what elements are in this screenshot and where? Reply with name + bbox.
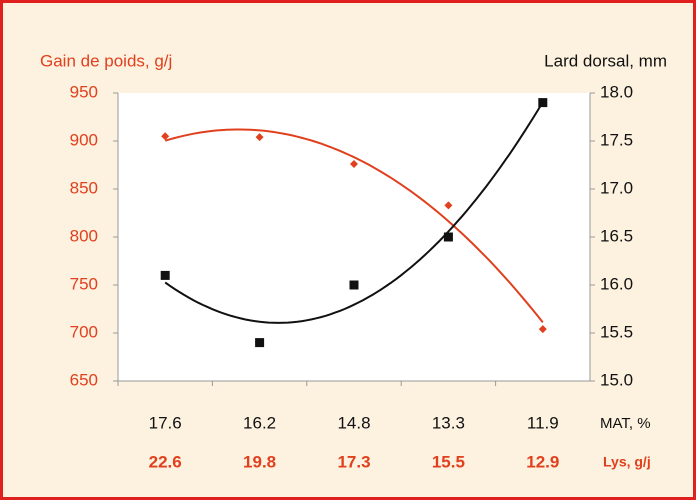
marker <box>538 98 548 108</box>
x-tick-label-2: 15.5 <box>432 452 465 471</box>
y-tick-label: 700 <box>70 322 98 341</box>
marker <box>255 133 264 142</box>
y-tick-label: 850 <box>70 178 98 197</box>
marker <box>444 201 453 210</box>
trendline <box>164 101 544 324</box>
x-tick-label: 14.8 <box>337 413 370 432</box>
y-tick-label: 950 <box>70 82 98 101</box>
y2-tick-label: 15.0 <box>600 370 633 389</box>
x-tick-label-2: 19.8 <box>243 452 276 471</box>
left-axis-title: Gain de poids, g/j <box>40 51 172 70</box>
x-tick-label: 16.2 <box>243 413 276 432</box>
y2-tick-label: 18.0 <box>600 82 633 101</box>
x-axis-label-2: Lys, g/j <box>603 454 651 470</box>
marker <box>161 132 170 141</box>
x-tick-label: 17.6 <box>149 413 182 432</box>
x-axis-label: MAT, % <box>600 415 651 432</box>
y2-tick-label: 15.5 <box>600 322 633 341</box>
x-tick-label: 13.3 <box>432 413 465 432</box>
marker <box>350 160 358 169</box>
y2-tick-label: 16.0 <box>600 274 633 293</box>
x-tick-label-2: 17.3 <box>337 452 370 471</box>
y2-tick-label: 17.5 <box>600 130 633 149</box>
y-tick-label: 750 <box>70 274 98 293</box>
x-tick-label-2: 12.9 <box>526 452 559 471</box>
plot-area <box>118 93 590 381</box>
y2-tick-label: 16.5 <box>600 226 633 245</box>
marker <box>538 325 547 334</box>
right-axis-title: Lard dorsal, mm <box>544 51 667 70</box>
y2-tick-label: 17.0 <box>600 178 633 197</box>
x-tick-label: 11.9 <box>527 413 559 432</box>
x-tick-label-2: 22.6 <box>149 452 182 471</box>
y-tick-label: 900 <box>70 130 98 149</box>
marker <box>349 280 359 290</box>
y-tick-label: 800 <box>70 226 98 245</box>
marker <box>160 270 170 280</box>
y-tick-label: 650 <box>70 370 98 389</box>
marker <box>255 338 265 348</box>
trendline <box>164 128 544 324</box>
marker <box>443 232 453 242</box>
